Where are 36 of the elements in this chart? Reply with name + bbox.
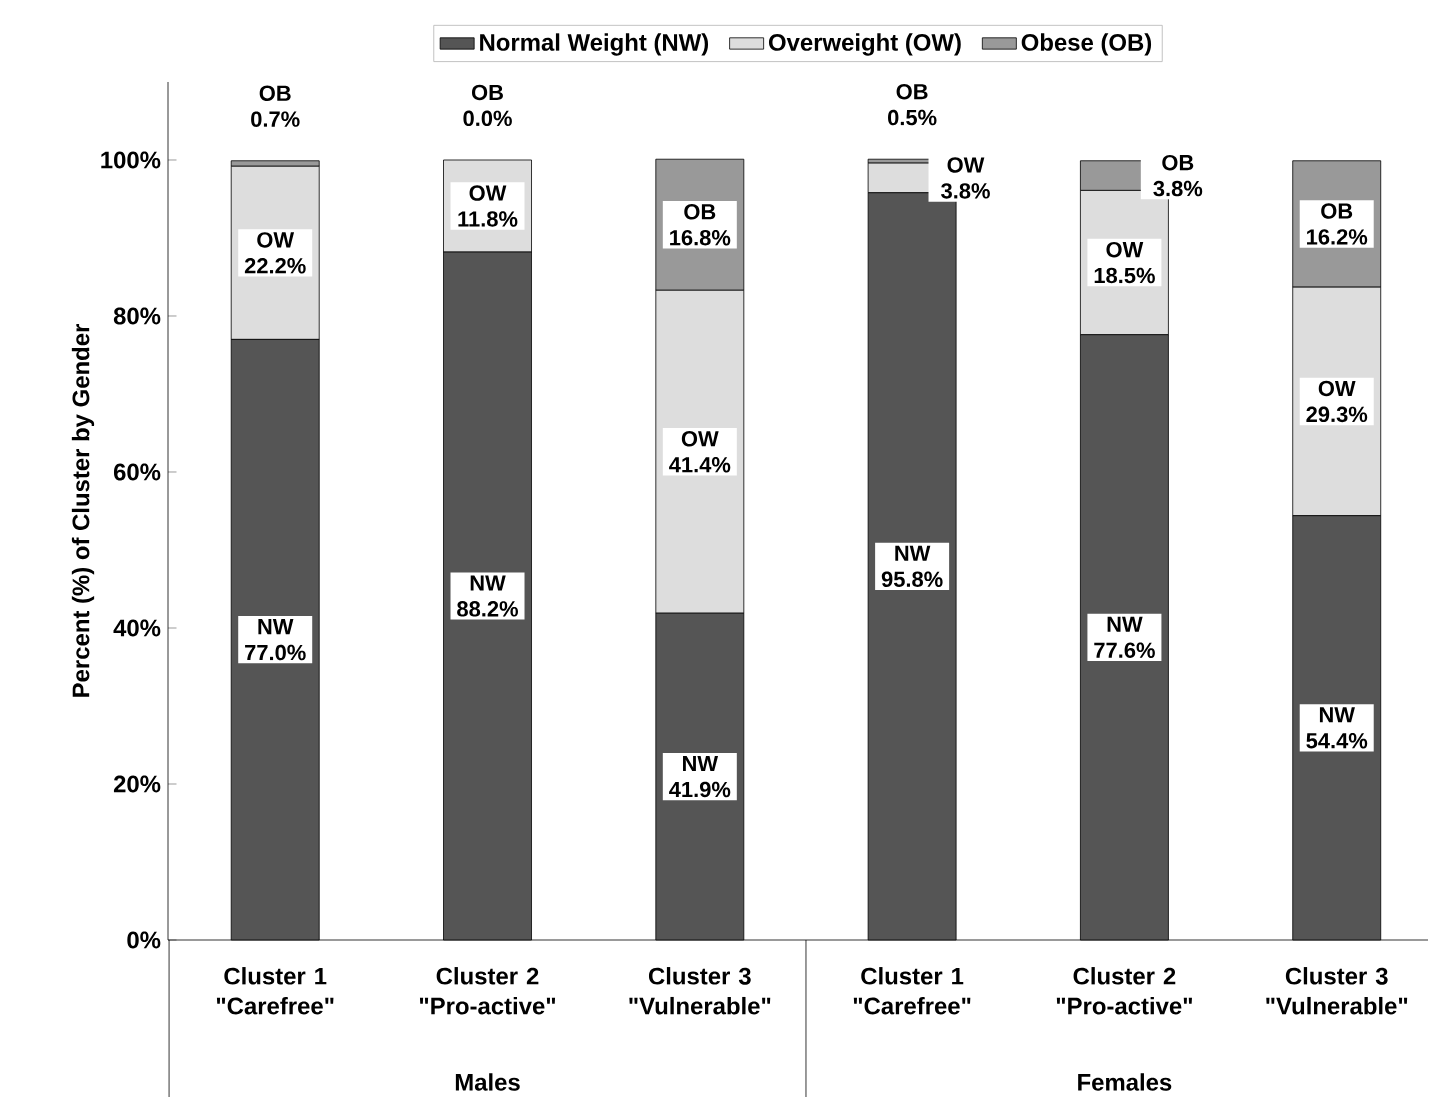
data-label: OW 22.2%: [244, 232, 306, 274]
y-tick-label: 40%: [113, 619, 161, 637]
data-label: OW 18.5%: [1094, 241, 1155, 284]
data-label: NW 41.9%: [669, 756, 731, 798]
data-label: OB 0.5%: [888, 83, 937, 126]
data-label: NW 77.0%: [245, 619, 306, 661]
data-label: NW 88.2%: [457, 575, 518, 617]
y-tick-label: 60%: [113, 463, 161, 481]
text: Males: [455, 1073, 520, 1091]
data-label: NW 54.4%: [1306, 707, 1368, 749]
data-label: NW 77.6%: [1094, 616, 1155, 658]
data-label: OW 11.8%: [458, 185, 518, 227]
legend-label: Overweight (OW): [768, 33, 961, 56]
x-tick-label: Cluster 1 "Carefree": [853, 967, 971, 1015]
y-tick-label: 100%: [101, 151, 161, 169]
x-tick-label: Cluster 3 "Vulnerable": [1266, 967, 1408, 1015]
data-label: OB 16.2%: [1307, 203, 1368, 245]
data-label: NW 95.8%: [881, 545, 943, 587]
data-label: OB 3.8%: [1153, 154, 1203, 197]
data-label: OW 41.4%: [669, 431, 731, 473]
data-label: OB 16.8%: [670, 204, 731, 246]
x-tick-label: Cluster 2 "Pro-active": [419, 967, 556, 1015]
x-tick-label: Cluster 1 "Carefree": [216, 967, 334, 1015]
data-label: OW 3.8%: [941, 157, 990, 199]
x-tick-label: Cluster 2 "Pro-active": [1056, 967, 1192, 1015]
data-label: OB 0.0%: [463, 84, 512, 127]
data-label: OB 0.7%: [251, 85, 300, 127]
data-label: OW 29.3%: [1306, 380, 1368, 423]
legend-label: Obese (OB): [1021, 33, 1152, 56]
y-tick-label: 20%: [113, 775, 161, 793]
text: Females: [1078, 1073, 1172, 1091]
x-tick-label: Cluster 3 "Vulnerable": [629, 967, 771, 1015]
y-tick-label: 0%: [127, 931, 161, 949]
y-tick-label: 80%: [113, 307, 161, 325]
y-axis-title: Percent (%) of Cluster by Gender: [71, 324, 95, 697]
legend-label: Normal Weight (NW): [480, 33, 709, 56]
